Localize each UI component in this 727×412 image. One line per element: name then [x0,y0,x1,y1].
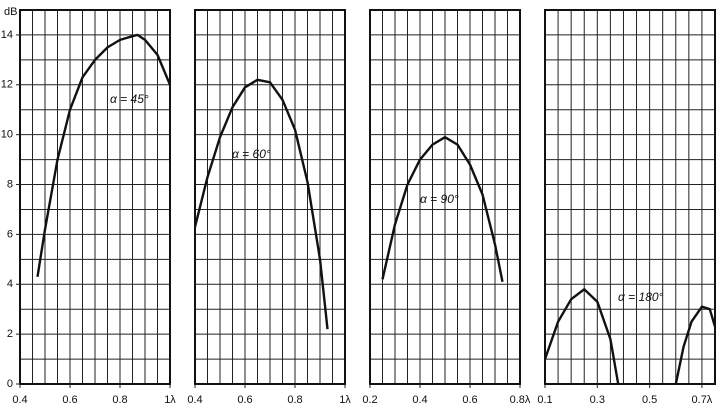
panel-frame [19,9,171,385]
x-tick-label: 0.4 [187,394,202,406]
curve [193,78,329,330]
x-tick-label: 1λ [164,394,176,406]
x-tick-label: 0.8λ [510,394,531,406]
x-tick-label: 0.6 [237,394,252,406]
y-tick-label: 14 [1,29,13,41]
y-tick-label: 2 [7,328,13,340]
annotation: α = 90° [420,192,459,206]
x-tick-label: 0.4 [412,394,427,406]
x-tick-label: 0.6 [62,394,77,406]
x-tick-label: 0.5 [642,394,657,406]
x-tick-label: 0.2 [362,394,377,406]
annotation: α = 180° [618,290,664,304]
panel-frame [544,9,716,385]
x-tick-label: 0.8 [287,394,302,406]
x-tick-label: 0.6 [462,394,477,406]
curve [36,33,172,277]
curve [381,136,504,283]
panel-frame [369,9,521,385]
curve [543,288,717,385]
x-tick-label: 0.4 [12,394,27,406]
x-tick-label: 0.1 [537,394,552,406]
annotation: α = 45° [110,92,149,106]
y-tick-label: 10 [1,129,13,141]
y-axis-label: dB [4,6,17,18]
x-tick-label: 1λ [339,394,351,406]
panel-frame [194,9,346,385]
y-tick-label: 8 [7,178,13,190]
y-tick-label: 0 [7,378,13,390]
y-tick-label: 6 [7,228,13,240]
x-tick-label: 0.8 [112,394,127,406]
x-tick-label: 0.3 [590,394,605,406]
y-tick-label: 12 [1,79,13,91]
annotation: α = 60° [232,147,271,161]
x-tick-label: 0.7λ [692,394,713,406]
y-tick-label: 4 [7,278,13,290]
